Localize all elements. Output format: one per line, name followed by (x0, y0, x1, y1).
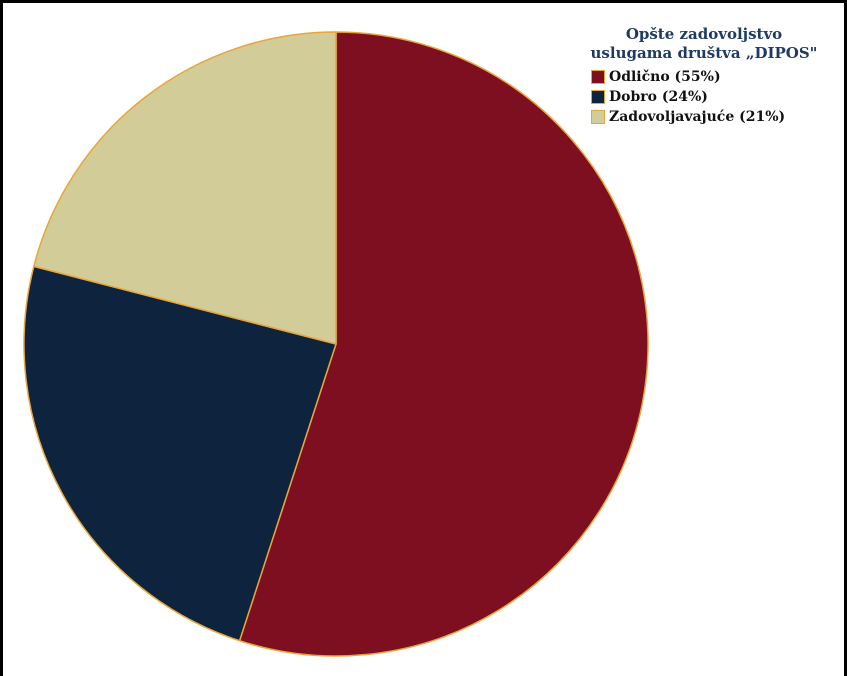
legend-entry-odlicno: Odlično (55%) (591, 67, 839, 87)
legend-label-zadovoljavajuce: Zadovoljavajuće (21%) (609, 109, 786, 125)
legend-title: Opšte zadovoljstvo uslugama društva „DIP… (590, 25, 818, 62)
pie-slice-dobro (23, 265, 337, 642)
legend: Opšte zadovoljstvo uslugama društva „DIP… (569, 25, 839, 127)
legend-label-dobro: Dobro (24%) (609, 89, 708, 105)
legend-swatch-odlicno (591, 70, 605, 84)
pie-chart (23, 31, 649, 657)
legend-entry-dobro: Dobro (24%) (591, 87, 839, 107)
legend-entry-zadovoljavajuce: Zadovoljavajuće (21%) (591, 107, 839, 127)
pie-slice-odlicno (238, 31, 649, 657)
pie-slice-zadovoljavajuce (33, 31, 337, 345)
pie-slices (23, 31, 649, 657)
legend-label-odlicno: Odlično (55%) (609, 69, 721, 85)
legend-swatch-dobro (591, 90, 605, 104)
legend-swatch-zadovoljavajuce (591, 110, 605, 124)
